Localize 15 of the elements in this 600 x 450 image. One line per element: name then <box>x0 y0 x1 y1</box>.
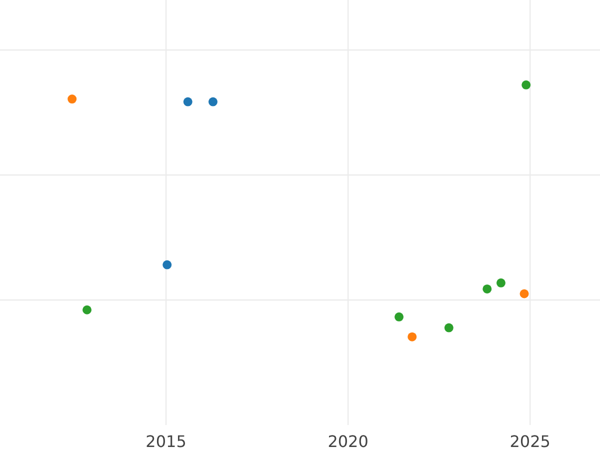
point <box>68 94 77 104</box>
point <box>183 97 192 106</box>
point <box>394 312 404 322</box>
x-tick-label: 2020 <box>328 432 368 450</box>
x-tick-label: 2025 <box>510 432 550 450</box>
point <box>408 332 417 342</box>
point <box>162 260 172 270</box>
point <box>444 323 454 332</box>
point <box>482 284 492 294</box>
point <box>82 305 92 314</box>
point <box>496 278 506 288</box>
point <box>520 289 529 298</box>
point <box>522 80 531 90</box>
point <box>208 97 218 106</box>
x-tick-label: 2015 <box>146 432 186 450</box>
